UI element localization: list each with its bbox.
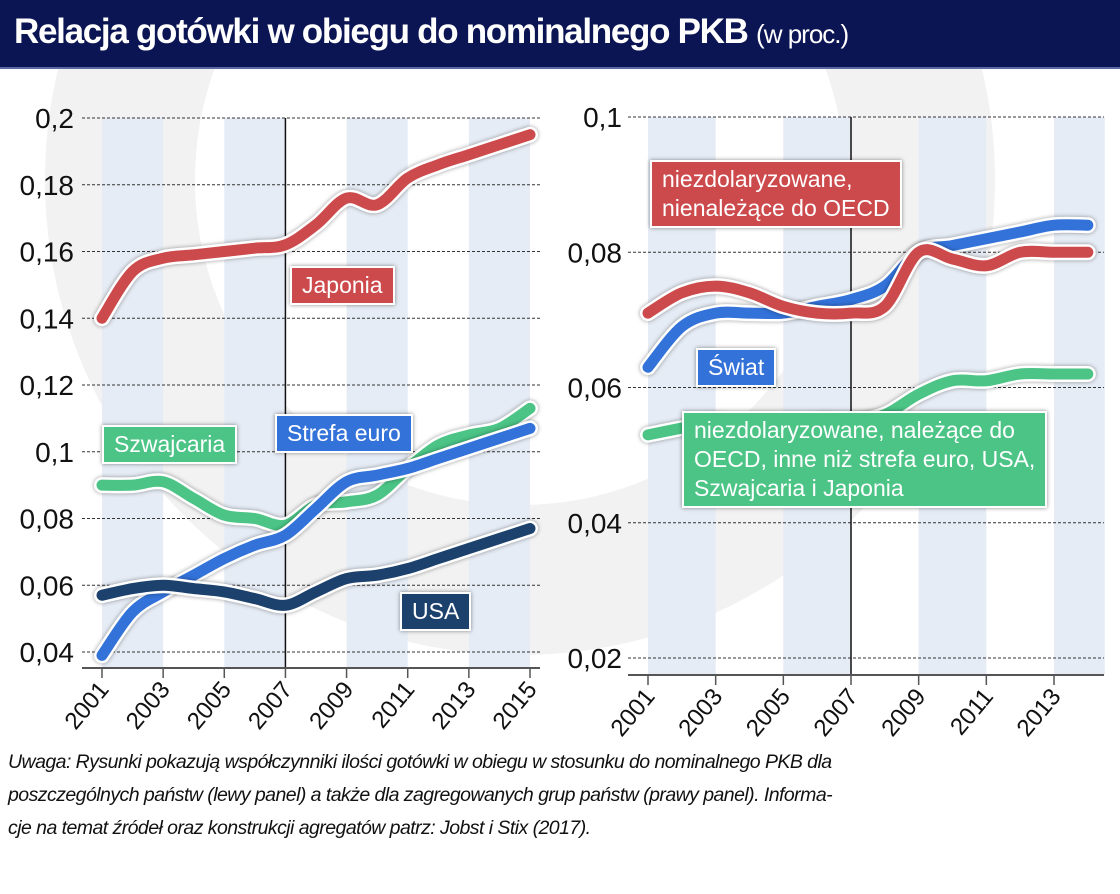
background-stripe [224,118,286,668]
x-tick-label: 2005 [182,677,237,735]
y-tick-label: 0,14 [20,303,75,334]
y-tick-label: 0,2 [35,103,74,134]
series-line-japonia [96,129,536,324]
label-oecd-line1: niezdolaryzowane, należące do [694,417,1015,443]
background-stripe [102,118,164,668]
y-tick-label: 0,1 [583,102,622,133]
footnote-line: cje na temat źródeł oraz konstrukcji agr… [8,817,591,839]
label-japonia: Japonia [290,266,395,305]
footnote-line: Uwaga: Rysunki pokazują współczynniki il… [8,751,832,773]
y-tick-label: 0,06 [20,570,75,601]
label-szwajcaria: Szwajcaria [102,425,238,464]
page-title: Relacja gotówki w obiegu do nominalnego … [14,12,849,52]
background-stripe [1054,117,1105,675]
label-oecd-line3: Szwajcaria i Japonia [694,475,904,501]
label-non-oecd-line2: nienależące do OECD [662,195,890,221]
label-non-oecd: niezdolaryzowane, nienależące do OECD [650,160,902,228]
y-tick-label: 0,18 [20,170,75,201]
series-line-usa [96,523,536,611]
background-stripe [468,118,530,668]
x-tick-label: 2001 [606,684,661,742]
series-line-świat [642,219,1094,373]
y-tick-label: 0,1 [35,437,74,468]
footnote: Uwaga: Rysunki pokazują współczynniki il… [8,746,1118,845]
y-tick-label: 0,12 [20,370,75,401]
x-tick-label: 2009 [876,684,931,742]
label-swiat: Świat [696,348,777,387]
y-tick-label: 0,16 [20,237,75,268]
footnote-line: poszczególnych państw (lewy panel) a tak… [8,784,833,806]
x-tick-label: 2005 [741,684,796,742]
x-tick-label: 2009 [304,677,359,735]
x-tick-label: 2013 [1012,684,1067,742]
label-oecd-line2: OECD, inne niż strefa euro, USA, [694,446,1036,472]
label-usa: USA [400,592,472,631]
y-tick-label: 0,04 [568,508,623,539]
x-tick-label: 2015 [488,677,543,735]
x-tick-label: 2013 [426,677,481,735]
x-tick-label: 2007 [809,684,864,742]
x-tick-label: 2011 [945,684,999,741]
label-strefa-euro: Strefa euro [275,414,413,453]
y-tick-label: 0,02 [568,643,623,674]
x-tick-label: 2011 [366,677,420,734]
label-oecd-other: niezdolaryzowane, należące do OECD, inne… [682,411,1048,508]
x-tick-label: 2003 [121,677,176,735]
y-tick-label: 0,06 [568,373,623,404]
series-line-niezdolaryzowane [642,244,1094,320]
title-unit: (w proc.) [756,19,849,49]
x-tick-label: 2003 [673,684,728,742]
title-bar: Relacja gotówki w obiegu do nominalnego … [0,0,1120,69]
y-tick-label: 0,08 [568,237,623,268]
label-non-oecd-line1: niezdolaryzowane, [662,166,853,192]
y-tick-label: 0,04 [20,637,75,668]
y-tick-label: 0,08 [20,504,75,535]
x-tick-label: 2007 [243,677,298,735]
x-tick-label: 2001 [60,677,115,735]
title-text: Relacja gotówki w obiegu do nominalnego … [14,12,749,51]
